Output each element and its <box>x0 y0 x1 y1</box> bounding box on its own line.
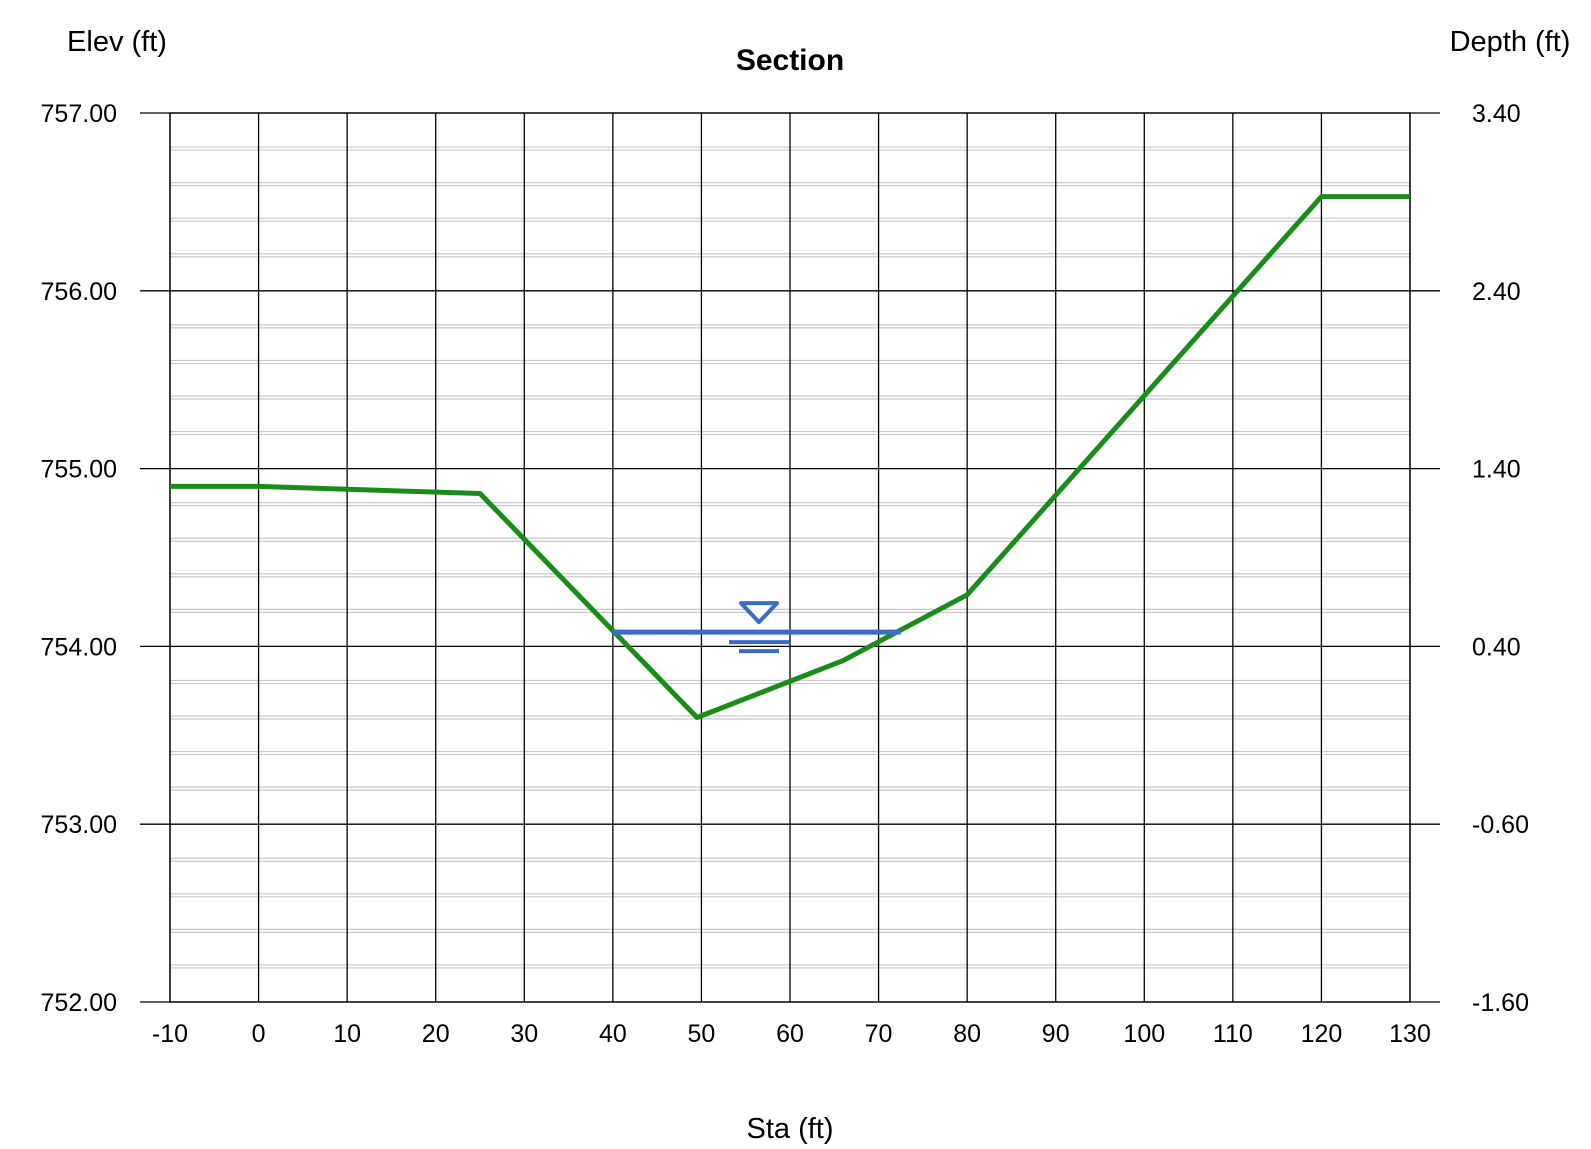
y-tick-label-right: 0.40 <box>1472 633 1521 661</box>
y-tick-label-left: 755.00 <box>41 456 117 484</box>
y-tick-label-left: 753.00 <box>41 811 117 839</box>
y-axis-left-title: Elev (ft) <box>67 26 167 58</box>
labels-layer: Section Elev (ft) Depth (ft) Sta (ft) 75… <box>41 26 1571 1145</box>
x-tick-label: 50 <box>688 1020 716 1048</box>
x-tick-label: 130 <box>1389 1020 1431 1048</box>
y-tick-label-right: 1.40 <box>1472 456 1521 484</box>
chart-title: Section <box>736 44 844 77</box>
y-tick-label-right: 3.40 <box>1472 100 1521 128</box>
ground-profile-line <box>170 194 1410 720</box>
y-tick-label-right: -0.60 <box>1472 811 1529 839</box>
axes-layer <box>169 112 1411 1003</box>
x-tick-label: 100 <box>1123 1020 1165 1048</box>
plot-frame <box>169 112 1411 1003</box>
x-tick-label: 30 <box>510 1020 538 1048</box>
x-tick-label: 0 <box>252 1020 266 1048</box>
y-tick-label-left: 757.00 <box>41 100 117 128</box>
x-tick-label: 70 <box>865 1020 893 1048</box>
x-axis-title: Sta (ft) <box>746 1113 833 1144</box>
x-tick-label: 90 <box>1042 1020 1070 1048</box>
y-tick-label-right: 2.40 <box>1472 278 1521 306</box>
x-tick-label: 40 <box>599 1020 627 1048</box>
y-tick-label-left: 752.00 <box>41 989 117 1017</box>
grid-layer <box>140 112 1440 1003</box>
y-axis-right-title: Depth (ft) <box>1450 26 1571 58</box>
y-tick-label-left: 756.00 <box>41 278 117 306</box>
y-tick-label-right: -1.60 <box>1472 989 1529 1017</box>
x-tick-label: 60 <box>776 1020 804 1048</box>
water-level-triangle-icon <box>739 601 779 625</box>
x-tick-label: 110 <box>1213 1020 1253 1048</box>
x-tick-label: -10 <box>152 1020 188 1048</box>
x-tick-label: 120 <box>1301 1020 1343 1048</box>
series-layer <box>170 194 1410 720</box>
y-tick-label-left: 754.00 <box>41 633 117 661</box>
x-tick-label: 80 <box>953 1020 981 1048</box>
x-tick-label: 10 <box>333 1020 361 1048</box>
x-tick-label: 20 <box>422 1020 450 1048</box>
